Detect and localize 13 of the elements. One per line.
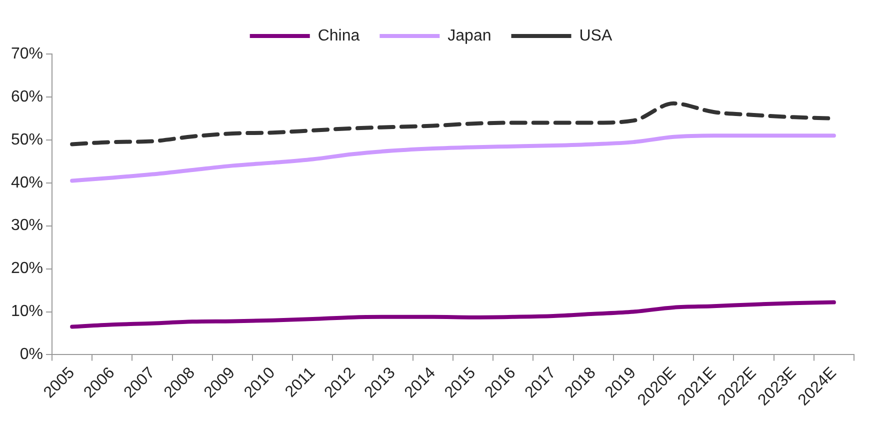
legend-label: USA — [579, 27, 612, 44]
y-tick-label: 60% — [10, 88, 44, 106]
y-tick-label: 20% — [10, 260, 44, 278]
line-series — [70, 300, 836, 329]
y-tick-label: 10% — [10, 303, 44, 320]
y-tick-label: 40% — [10, 174, 44, 192]
legend-label: China — [318, 27, 360, 44]
y-tick-label: 70% — [10, 45, 44, 62]
y-tick-label: 0% — [20, 346, 44, 364]
y-tick-label: 30% — [10, 217, 44, 234]
line-series — [70, 134, 836, 183]
legend-label: Japan — [448, 27, 492, 44]
y-tick-label: 50% — [10, 131, 44, 148]
